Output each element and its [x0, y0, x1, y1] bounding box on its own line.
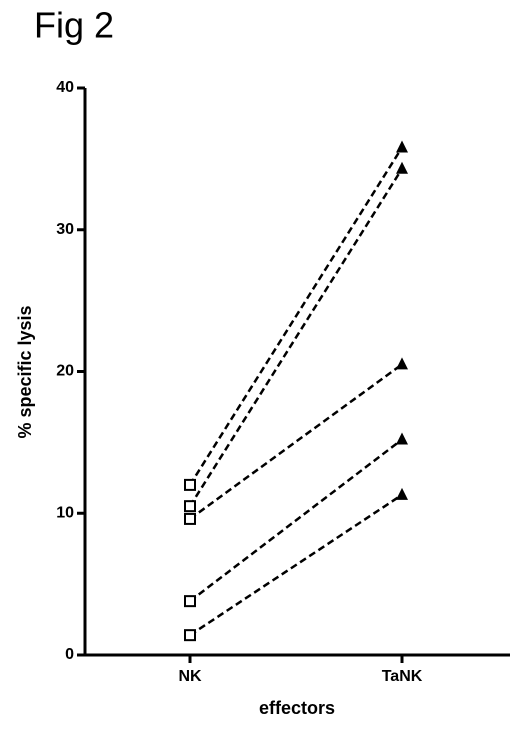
series-line [189, 493, 403, 637]
y-tick-label: 10 [56, 504, 74, 521]
series-line [188, 146, 404, 486]
marker-square [184, 629, 196, 642]
marker-square [184, 478, 196, 491]
marker-square [184, 595, 196, 608]
chart-title: Fig 2 [34, 5, 114, 46]
series-line [189, 363, 403, 520]
series-line [188, 168, 404, 507]
marker-triangle [396, 357, 408, 370]
x-tick-label: TaNK [382, 668, 423, 685]
marker-triangle [396, 140, 408, 153]
marker-square [184, 500, 196, 513]
y-tick-label: 30 [56, 221, 74, 238]
marker-triangle [396, 487, 408, 500]
x-axis-label: effectors [259, 698, 335, 718]
y-tick-label: 40 [56, 79, 74, 96]
series-line [189, 438, 403, 603]
y-tick-label: 0 [65, 646, 74, 663]
y-axis-label: % specific lysis [15, 305, 35, 438]
marker-triangle [396, 432, 408, 445]
y-tick-label: 20 [56, 363, 74, 380]
x-tick-label: NK [178, 668, 202, 685]
marker-triangle [396, 161, 408, 174]
marker-square [184, 512, 196, 525]
